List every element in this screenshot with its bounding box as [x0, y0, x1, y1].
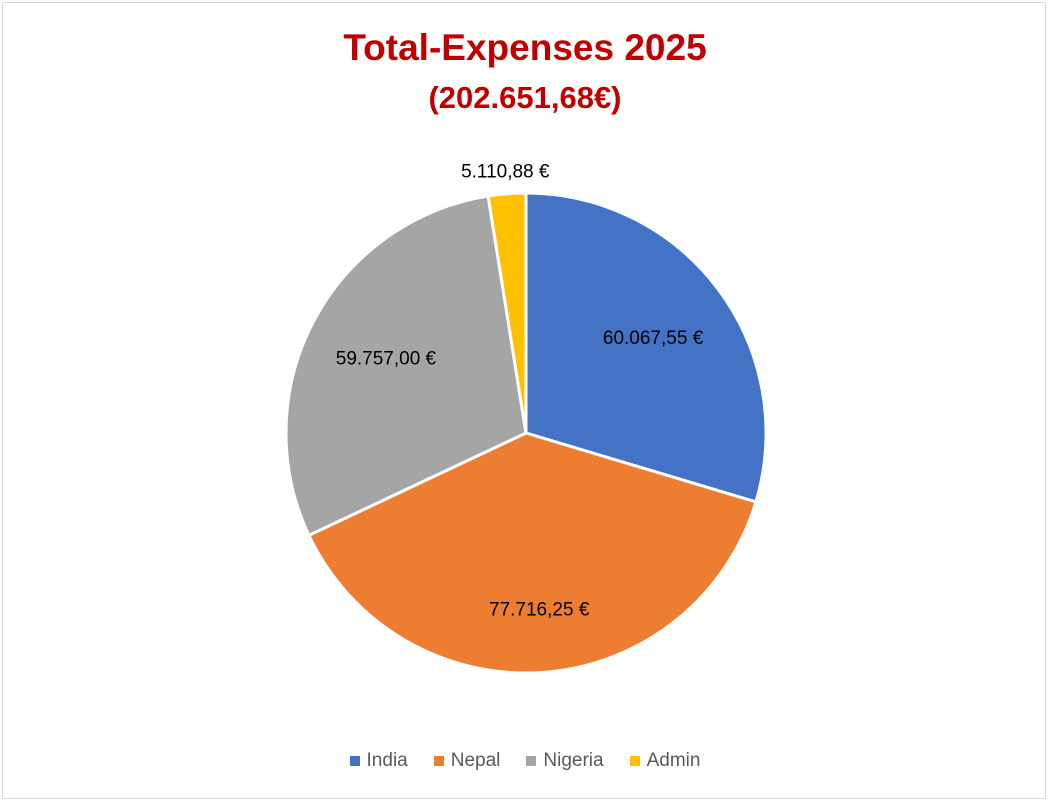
- legend-label-admin: Admin: [646, 750, 701, 771]
- legend-label-india: India: [366, 750, 408, 771]
- legend-item-nepal: Nepal: [433, 750, 501, 772]
- data-label-admin: 5.110,88 €: [461, 162, 550, 183]
- chart-title: Total-Expenses 2025: [343, 27, 707, 68]
- legend-swatch-india: [349, 756, 360, 766]
- legend: India Nepal Nigeria Admin: [0, 750, 1050, 772]
- legend-swatch-nigeria: [526, 756, 537, 766]
- legend-swatch-admin: [629, 756, 640, 766]
- data-label-nepal: 77.716,25 €: [489, 600, 590, 621]
- pie-slice-india: [524, 191, 768, 504]
- data-label-nigeria: 59.757,00 €: [336, 349, 437, 370]
- pie-slice-nigeria: [284, 194, 528, 537]
- legend-label-nepal: Nepal: [450, 750, 501, 771]
- data-label-india: 60.067,55 €: [603, 328, 704, 349]
- legend-swatch-nepal: [433, 756, 444, 766]
- pie-slice-nepal: [307, 431, 758, 675]
- chart-subtitle: (202.651,68€): [428, 80, 622, 115]
- legend-item-nigeria: Nigeria: [526, 750, 604, 772]
- legend-item-india: India: [349, 750, 408, 772]
- legend-item-admin: Admin: [629, 750, 701, 772]
- legend-label-nigeria: Nigeria: [543, 750, 604, 771]
- pie-slice-admin: [486, 191, 528, 435]
